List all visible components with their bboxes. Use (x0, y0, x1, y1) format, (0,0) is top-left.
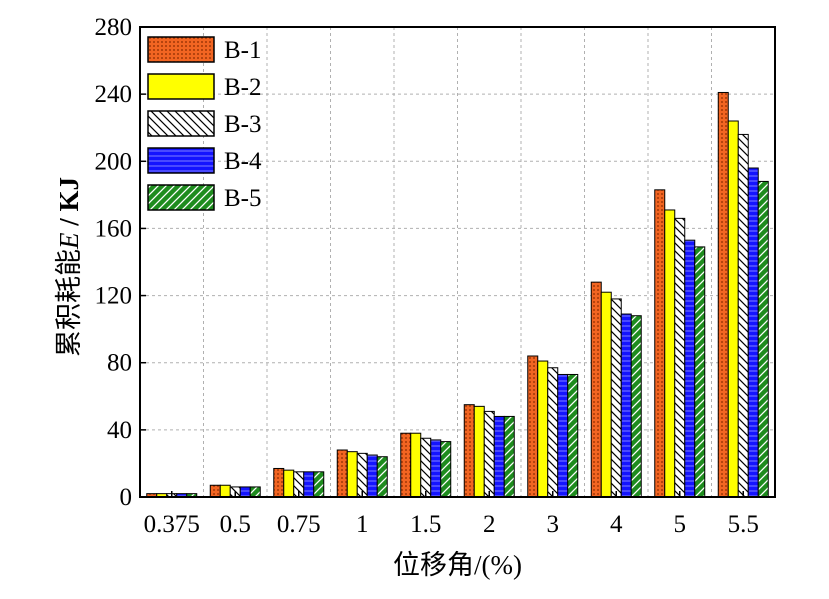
bar-b-3-1 (356, 452, 368, 498)
bar-b-5-3 (567, 373, 579, 498)
bar-b-1-3 (527, 355, 539, 498)
bar-b-1-4 (590, 281, 602, 498)
bar-b-3-5 (674, 217, 686, 498)
legend-label-b-2: B-2 (224, 74, 262, 101)
bar-b-3-3 (547, 367, 559, 498)
bar-b-1-2 (463, 404, 475, 498)
bar-b-4-1 (366, 454, 378, 498)
x-tick-label: 1 (356, 511, 369, 538)
bar-b-2-0.75 (283, 469, 295, 498)
bar-b-4-4 (620, 313, 632, 498)
y-tick-label: 80 (107, 350, 132, 377)
x-axis-title: 位移角/(%) (393, 550, 522, 580)
bar-b-4-3 (557, 373, 569, 498)
bar-b-4-1.5 (430, 439, 442, 498)
y-tick-label: 120 (95, 283, 133, 310)
bar-b-5-2 (503, 415, 515, 498)
bar-b-2-1 (346, 451, 358, 498)
x-axis-ticks: 0.375 0.5 0.75 1 1.5 2 3 4 5 5.5 (144, 491, 759, 538)
bar-b-5-0.5 (249, 486, 261, 498)
y-tick-label: 160 (95, 215, 133, 242)
bar-b-3-5.5 (737, 133, 749, 498)
bar-b-5-0.75 (313, 471, 325, 498)
plot-area (139, 26, 776, 498)
bar-b-4-5 (684, 239, 696, 498)
bars (146, 91, 769, 498)
bar-b-5-4 (630, 315, 642, 498)
bar-b-5-1.5 (440, 441, 452, 498)
bar-b-2-5.5 (727, 120, 739, 498)
y-tick-label: 200 (95, 148, 133, 175)
bar-b-4-0.5 (239, 486, 251, 498)
legend-swatch-b-4 (147, 147, 215, 174)
x-tick-label: 2 (483, 511, 496, 538)
bar-b-1-5.5 (717, 91, 729, 498)
bar-b-2-2 (473, 405, 485, 498)
legend-label-b-3: B-3 (224, 111, 262, 138)
y-axis-title-unit: / KJ (54, 177, 84, 233)
y-tick-label: 280 (95, 14, 133, 41)
legend-label-b-5: B-5 (224, 185, 262, 212)
x-tick-label: 0.75 (277, 511, 321, 538)
bar-b-4-5.5 (747, 167, 759, 498)
x-tick-label: 4 (610, 511, 623, 538)
bar-b-3-1.5 (420, 437, 432, 498)
legend-swatch-b-1 (147, 36, 215, 63)
y-tick-label: 240 (95, 81, 133, 108)
y-tick-label: 0 (120, 484, 133, 511)
bar-b-4-0.75 (303, 471, 315, 498)
legend-label-b-4: B-4 (224, 148, 262, 175)
bar-b-1-0.5 (209, 484, 221, 498)
y-axis-ticks: 0 40 80 120 160 200 240 280 (95, 14, 146, 511)
x-tick-label: 0.5 (220, 511, 251, 538)
bar-b-5-1 (376, 456, 388, 498)
bar-b-2-1.5 (410, 432, 422, 498)
x-tick-label: 5.5 (728, 511, 759, 538)
bar-b-4-2 (493, 415, 505, 498)
y-tick-label: 40 (107, 417, 132, 444)
legend-swatch-b-3 (147, 110, 215, 137)
bar-b-2-5 (664, 209, 676, 498)
bar-b-2-3 (537, 360, 549, 498)
legend-label-b-1: B-1 (224, 37, 262, 64)
bar-b-1-5 (654, 189, 666, 498)
bar-b-1-0.75 (273, 467, 285, 498)
x-tick-label: 3 (547, 511, 560, 538)
bar-b-5-5.5 (757, 180, 769, 498)
x-tick-label: 1.5 (410, 511, 441, 538)
legend-swatch-b-5 (147, 184, 215, 211)
legend-swatch-b-2 (147, 73, 215, 100)
y-axis-title-prefix: 累积耗能 (54, 249, 84, 357)
bar-b-2-4 (600, 291, 612, 498)
x-tick-label: 0.375 (144, 511, 200, 538)
x-tick-label: 5 (674, 511, 687, 538)
legend: B-1 B-2 B-3 B-4 B-5 (147, 36, 262, 212)
bar-b-2-0.5 (219, 484, 231, 498)
bar-b-1-1.5 (400, 432, 412, 498)
bar-b-3-2 (483, 410, 495, 498)
bar-b-3-4 (610, 298, 622, 498)
bar-b-5-5 (694, 246, 706, 498)
bar-b-1-1 (336, 449, 348, 498)
y-axis-title-variable: E (54, 232, 84, 250)
y-axis-title: 累积耗能E / KJ (54, 177, 84, 357)
